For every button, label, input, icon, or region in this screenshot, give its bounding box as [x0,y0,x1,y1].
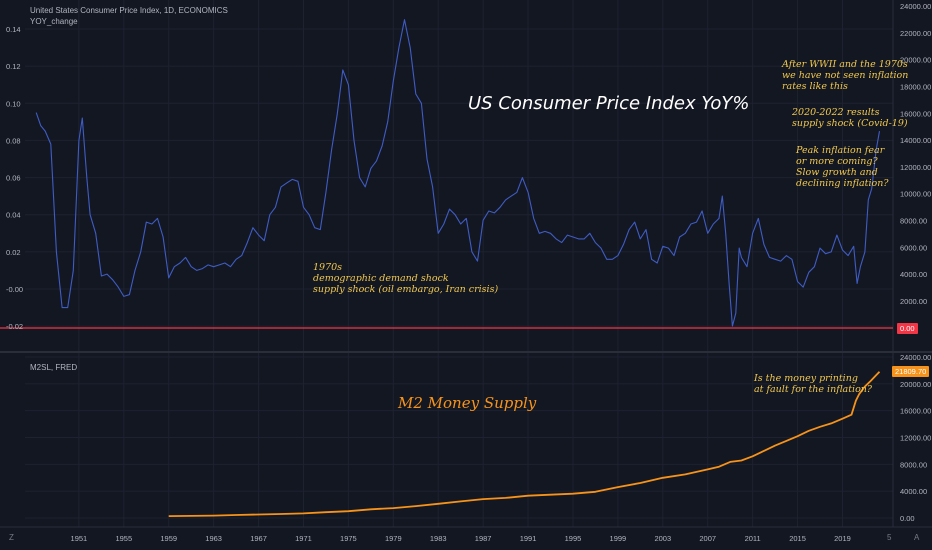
x-tick-label: 1999 [610,534,627,543]
right-axis-tick-label: 14000.00 [900,136,931,145]
x-tick-label: 2019 [834,534,851,543]
m2-y-tick-label: 12000.00 [900,434,931,443]
right-axis-tick-label: 4000.00 [900,270,927,279]
x-tick-label: 2011 [745,534,761,543]
m2-y-tick-label: 8000.00 [900,460,927,469]
x-tick-label: 1987 [475,534,492,543]
right-axis-tick-label: 2000.00 [900,297,927,306]
cpi-y-tick-label: 0.02 [6,248,21,257]
x-tick-label: 1991 [520,534,537,543]
right-axis-tick-label: 8000.00 [900,217,927,226]
x-tick-label: 1971 [295,534,312,543]
x-tick-label: 1979 [385,534,402,543]
x-tick-label: 1955 [115,534,132,543]
x-tick-label: 1951 [71,534,88,543]
x-tick-label: 1967 [250,534,267,543]
right-axis-tick-label: 16000.00 [900,109,931,118]
m2-y-tick-label: 0.00 [900,514,915,523]
x-tick-label: 1975 [340,534,357,543]
cpi-yoy-line [35,19,881,327]
auto-scale-toggle[interactable]: A [914,533,920,542]
x-tick-label: 2015 [789,534,806,543]
x-tick-label: 2007 [699,534,716,543]
cpi-y-tick-label: -0.00 [6,285,23,294]
right-axis-tick-label: 22000.00 [900,29,931,38]
m2-series-label: M2SL, FRED [30,363,78,372]
indicator-label: YOY_change [30,17,78,26]
x-tick-label: 1995 [565,534,582,543]
right-axis-tick-label: 18000.00 [900,82,931,91]
zero-line-badge: 0.00 [897,323,918,334]
cpi-y-tick-label: 0.04 [6,211,21,220]
m2-y-tick-label: 20000.00 [900,380,931,389]
cpi-y-tick-label: -0.02 [6,322,23,331]
m2-y-tick-label: 24000.00 [900,353,931,362]
m2-last-value-badge: 21809.70 [892,366,930,377]
m2-title-annotation: M2 Money Supply [398,394,537,412]
cpi-y-tick-label: 0.08 [6,136,21,145]
m2-y-tick-label: 16000.00 [900,407,931,416]
m2-money-supply-line [168,371,881,517]
right-axis-tick-label: 20000.00 [900,56,931,65]
time-zone-label[interactable]: 5 [887,533,892,542]
seventies-annotation: 1970s demographic demand shock supply sh… [313,262,499,295]
cpi-y-tick-label: 0.12 [6,62,21,71]
x-tick-label: 1983 [430,534,447,543]
money-printing-annotation: Is the money printing at fault for the i… [754,373,872,395]
x-tick-label: 1963 [205,534,222,543]
log-scale-toggle[interactable]: Z [9,533,14,542]
right-axis-tick-label: 6000.00 [900,243,927,252]
covid-annotation: 2020-2022 results supply shock (Covid-19… [792,107,908,129]
right-axis-tick-label: 10000.00 [900,190,931,199]
peak-inflation-annotation: Peak inflation fear or more coming? Slow… [796,145,889,189]
cpi-y-tick-label: 0.10 [6,99,21,108]
x-tick-label: 2003 [654,534,671,543]
chart-title-annotation: US Consumer Price Index YoY% [468,93,750,114]
symbol-title: United States Consumer Price Index, 1D, … [30,6,228,15]
m2-y-tick-label: 4000.00 [900,487,927,496]
cpi-y-tick-label: 0.06 [6,174,21,183]
wwii-annotation: After WWII and the 1970s we have not see… [782,59,909,92]
right-axis-tick-label: 12000.00 [900,163,931,172]
right-axis-tick-label: 24000.00 [900,2,931,11]
cpi-y-tick-label: 0.14 [6,25,21,34]
x-tick-label: 1959 [160,534,177,543]
